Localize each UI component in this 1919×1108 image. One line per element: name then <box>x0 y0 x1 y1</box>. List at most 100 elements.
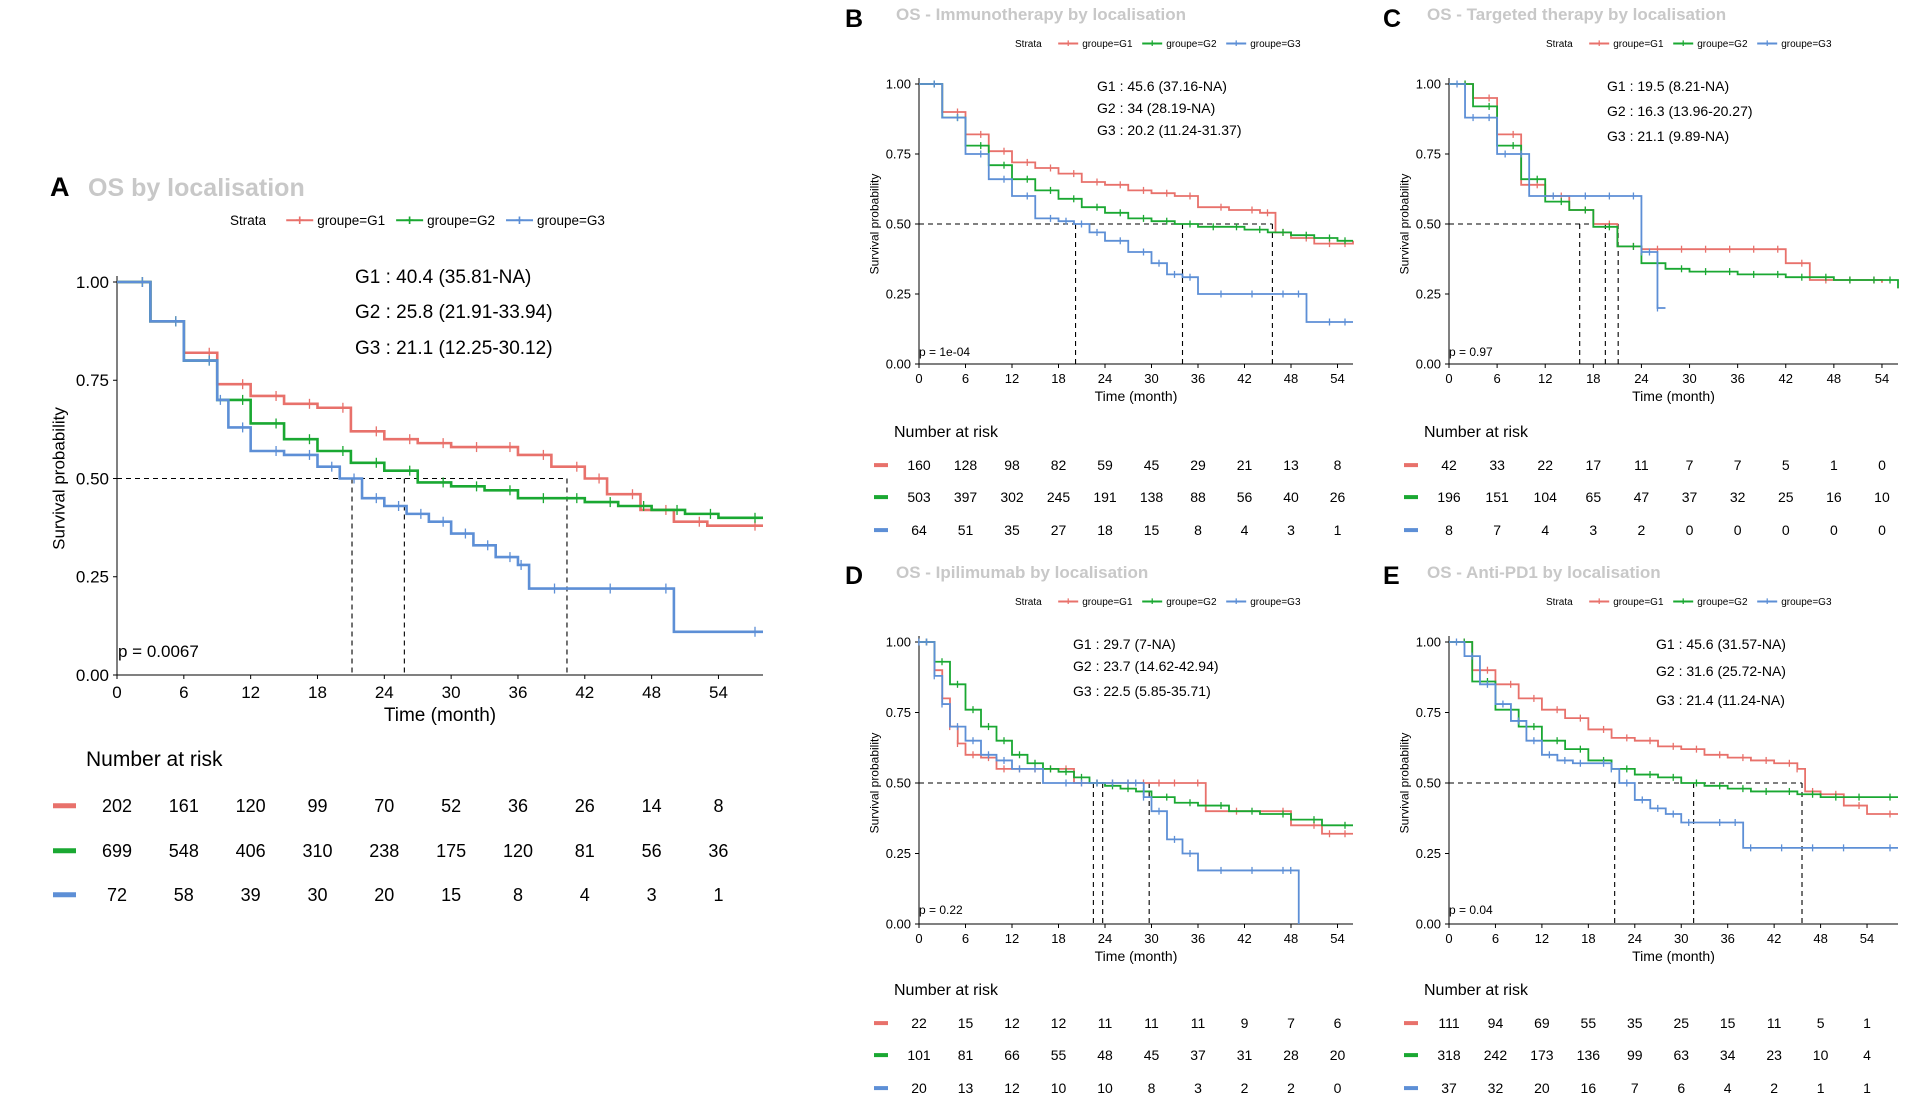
risk-value-g2: 16 <box>1826 489 1842 505</box>
x-tick-label: 30 <box>1144 371 1158 386</box>
x-tick-label: 48 <box>642 683 661 702</box>
x-tick-label: 42 <box>575 683 594 702</box>
risk-value-g1: 6 <box>1334 1015 1342 1031</box>
legend-cross-g3: + <box>515 213 524 229</box>
y-tick-label: 0.00 <box>1416 917 1441 932</box>
series-g3 <box>1449 80 1666 312</box>
median-label-g2: G2 : 23.7 (14.62-42.94) <box>1073 658 1219 674</box>
median-label-g2: G2 : 16.3 (13.96-20.27) <box>1607 103 1753 119</box>
risk-value-g1: 11 <box>1144 1015 1159 1031</box>
chart-title: OS - Anti-PD1 by localisation <box>1427 563 1661 582</box>
risk-value-g3: 3 <box>1589 522 1597 538</box>
risk-value-g1: 55 <box>1581 1015 1597 1031</box>
x-tick-label: 6 <box>962 371 969 386</box>
y-tick-label: 0.75 <box>886 705 911 720</box>
x-tick-label: 36 <box>1191 371 1205 386</box>
risk-value-g2: 25 <box>1778 489 1794 505</box>
x-tick-label: 24 <box>1628 931 1642 946</box>
risk-value-g3: 0 <box>1782 522 1790 538</box>
x-tick-label: 36 <box>1720 931 1734 946</box>
risk-value-g2: 28 <box>1283 1047 1299 1063</box>
risk-value-g3: 37 <box>1441 1080 1457 1096</box>
x-tick-label: 12 <box>1005 931 1019 946</box>
risk-value-g2: 10 <box>1813 1047 1829 1063</box>
risk-value-g1: 202 <box>102 796 132 816</box>
risk-value-g3: 2 <box>1638 522 1646 538</box>
y-axis-label: Survival probability <box>868 174 882 275</box>
risk-value-g2: 310 <box>302 841 332 861</box>
risk-value-g3: 20 <box>374 885 394 905</box>
risk-value-g1: 45 <box>1144 457 1160 473</box>
risk-value-g3: 72 <box>107 885 127 905</box>
x-tick-label: 0 <box>915 371 922 386</box>
x-tick-label: 6 <box>1492 931 1499 946</box>
risk-value-g1: 7 <box>1287 1015 1295 1031</box>
y-tick-label: 0.50 <box>76 469 109 488</box>
risk-value-g2: 406 <box>236 841 266 861</box>
legend: Strata + groupe=G1 + groupe=G2 + groupe=G3 <box>230 213 605 229</box>
risk-value-g3: 3 <box>1194 1080 1202 1096</box>
risk-value-g3: 1 <box>713 885 723 905</box>
median-label-g3: G3 : 21.1 (12.25-30.12) <box>355 338 553 359</box>
y-tick-label: 0.75 <box>76 371 109 390</box>
risk-value-g2: 397 <box>954 489 978 505</box>
risk-value-g3: 7 <box>1493 522 1501 538</box>
y-axis-label: Survival probability <box>1398 733 1412 834</box>
legend-entry-g3: groupe=G3 <box>1781 597 1832 608</box>
x-tick-label: 42 <box>1779 371 1793 386</box>
legend-cross-g1: + <box>1596 596 1602 608</box>
x-tick-label: 24 <box>1634 371 1648 386</box>
series-g3 <box>1449 638 1898 852</box>
x-tick-label: 18 <box>308 683 327 702</box>
x-tick-label: 30 <box>1682 371 1696 386</box>
x-tick-label: 24 <box>375 683 394 702</box>
risk-value-g2: 55 <box>1051 1047 1067 1063</box>
x-axis-label: Time (month) <box>1632 948 1715 964</box>
risk-value-g1: 17 <box>1586 457 1602 473</box>
risk-value-g1: 111 <box>1438 1015 1459 1031</box>
risk-value-g3: 15 <box>441 885 461 905</box>
legend-cross-g2: + <box>405 213 414 229</box>
y-tick-label: 1.00 <box>886 77 911 92</box>
x-tick-label: 12 <box>1005 371 1019 386</box>
risk-value-g2: 242 <box>1484 1047 1508 1063</box>
risk-value-g3: 2 <box>1770 1080 1778 1096</box>
risk-value-g2: 81 <box>958 1047 974 1063</box>
risk-value-g3: 13 <box>958 1080 974 1096</box>
series-g3 <box>918 638 1300 924</box>
risk-value-g1: 82 <box>1051 457 1067 473</box>
y-tick-label: 0.50 <box>886 217 911 232</box>
risk-value-g2: 34 <box>1720 1047 1736 1063</box>
panel-b: B OS - Immunotherapy by localisation Strat… <box>845 5 1354 538</box>
legend-entry-g2: groupe=G2 <box>1166 597 1217 608</box>
x-tick-label: 42 <box>1237 371 1251 386</box>
y-tick-label: 0.50 <box>1416 217 1441 232</box>
y-tick-label: 0.00 <box>76 666 109 685</box>
median-label-g1: G1 : 29.7 (7-NA) <box>1073 636 1176 652</box>
x-axis-label: Time (month) <box>1095 948 1178 964</box>
risk-value-g2: 318 <box>1437 1047 1461 1063</box>
risk-value-g1: 42 <box>1441 457 1457 473</box>
panel-e: E OS - Anti-PD1 by localisation Strata + gro… <box>1383 562 1898 1096</box>
legend: Strata + groupe=G1 + groupe=G2 + groupe=G3 <box>1546 596 1832 608</box>
risk-value-g2: 48 <box>1097 1047 1113 1063</box>
y-tick-label: 0.00 <box>886 917 911 932</box>
legend-entry-g3: groupe=G3 <box>1250 39 1301 50</box>
risk-value-g2: 196 <box>1437 489 1461 505</box>
risk-value-g2: 151 <box>1485 489 1509 505</box>
panel-letter: A <box>50 172 70 202</box>
x-tick-label: 12 <box>241 683 260 702</box>
risk-value-g1: 5 <box>1782 457 1790 473</box>
risk-value-g1: 11 <box>1767 1015 1782 1031</box>
risk-value-g2: 32 <box>1730 489 1746 505</box>
x-tick-label: 54 <box>709 683 728 702</box>
risk-value-g3: 8 <box>1445 522 1453 538</box>
risk-value-g2: 120 <box>503 841 533 861</box>
risk-value-g3: 10 <box>1051 1080 1067 1096</box>
risk-value-g2: 37 <box>1190 1047 1206 1063</box>
x-tick-label: 42 <box>1767 931 1781 946</box>
legend-cross-g1: + <box>1596 38 1602 50</box>
